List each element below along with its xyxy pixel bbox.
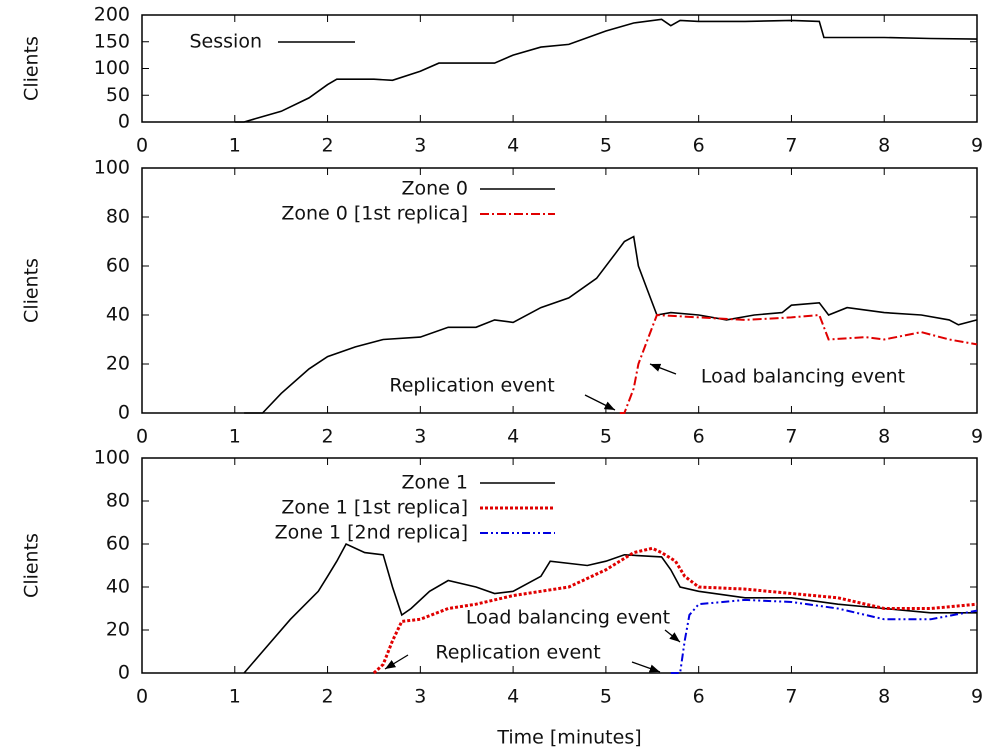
x-tick-label: 9 bbox=[971, 426, 983, 448]
y-tick-label: 50 bbox=[106, 84, 130, 106]
x-tick-label: 7 bbox=[785, 426, 797, 448]
annotation: Replication event bbox=[389, 375, 554, 397]
y-tick-label: 40 bbox=[106, 576, 130, 598]
x-tick-label: 6 bbox=[693, 426, 705, 448]
series-line bbox=[372, 546, 978, 675]
x-tick-label: 4 bbox=[507, 426, 519, 448]
x-tick-label: 3 bbox=[414, 426, 426, 448]
series-line bbox=[243, 542, 977, 674]
legend-label: Zone 1 [2nd replica] bbox=[275, 522, 468, 544]
y-tick-label: 0 bbox=[118, 402, 130, 424]
x-tick-label: 6 bbox=[693, 135, 705, 157]
legend-label: Zone 0 bbox=[402, 178, 469, 200]
x-axis-label: Time [minutes] bbox=[496, 727, 641, 749]
y-tick-label: 100 bbox=[94, 447, 130, 469]
y-tick-label: 150 bbox=[94, 30, 130, 52]
annotation-arrow bbox=[631, 661, 661, 673]
annotation: Load balancing event bbox=[466, 607, 670, 629]
x-tick-label: 9 bbox=[971, 135, 983, 157]
plot-frame bbox=[141, 14, 978, 123]
annotation-arrow bbox=[584, 394, 616, 411]
annotation: Load balancing event bbox=[701, 366, 905, 388]
series-line bbox=[619, 313, 978, 414]
y-tick-label: 0 bbox=[118, 662, 130, 684]
series-line bbox=[244, 235, 978, 414]
x-tick-label: 5 bbox=[600, 686, 612, 708]
x-tick-label: 5 bbox=[600, 426, 612, 448]
legend-label: Zone 0 [1st replica] bbox=[281, 203, 468, 225]
x-tick-label: 0 bbox=[136, 686, 148, 708]
y-tick-label: 60 bbox=[106, 255, 130, 277]
x-tick-label: 6 bbox=[693, 686, 705, 708]
x-tick-label: 1 bbox=[229, 686, 241, 708]
annotation-arrow bbox=[649, 363, 677, 375]
y-tick-label: 200 bbox=[94, 4, 130, 26]
x-tick-label: 2 bbox=[322, 135, 334, 157]
annotation-arrow bbox=[664, 629, 681, 643]
x-tick-label: 4 bbox=[507, 686, 519, 708]
y-axis-label: Clients bbox=[21, 36, 43, 101]
y-tick-label: 100 bbox=[94, 57, 130, 79]
x-tick-label: 2 bbox=[322, 426, 334, 448]
annotation: Replication event bbox=[435, 642, 600, 664]
x-tick-label: 7 bbox=[785, 135, 797, 157]
legend-label: Session bbox=[190, 31, 263, 53]
x-tick-label: 4 bbox=[507, 135, 519, 157]
y-tick-label: 0 bbox=[118, 111, 130, 133]
y-tick-label: 40 bbox=[106, 304, 130, 326]
x-tick-label: 0 bbox=[136, 135, 148, 157]
x-tick-label: 5 bbox=[600, 135, 612, 157]
y-tick-label: 20 bbox=[106, 353, 130, 375]
x-tick-label: 1 bbox=[229, 135, 241, 157]
x-tick-label: 0 bbox=[136, 426, 148, 448]
y-tick-label: 80 bbox=[106, 490, 130, 512]
legend-label: Zone 1 [1st replica] bbox=[281, 497, 468, 519]
x-tick-label: 2 bbox=[322, 686, 334, 708]
x-tick-label: 8 bbox=[878, 135, 890, 157]
y-tick-label: 100 bbox=[94, 157, 130, 179]
series-line bbox=[234, 18, 978, 123]
x-tick-label: 7 bbox=[785, 686, 797, 708]
y-tick-label: 20 bbox=[106, 619, 130, 641]
y-tick-label: 60 bbox=[106, 533, 130, 555]
x-tick-label: 9 bbox=[971, 686, 983, 708]
annotation-arrow bbox=[384, 654, 409, 670]
series-line bbox=[670, 598, 978, 674]
legend-label: Zone 1 bbox=[402, 472, 469, 494]
x-tick-label: 3 bbox=[414, 686, 426, 708]
x-tick-label: 3 bbox=[414, 135, 426, 157]
plot-frame bbox=[141, 167, 978, 414]
x-tick-label: 8 bbox=[878, 686, 890, 708]
plot-frame bbox=[141, 457, 978, 674]
y-tick-label: 80 bbox=[106, 206, 130, 228]
x-tick-label: 8 bbox=[878, 426, 890, 448]
y-axis-label: Clients bbox=[21, 533, 43, 598]
x-tick-label: 1 bbox=[229, 426, 241, 448]
y-axis-label: Clients bbox=[21, 258, 43, 323]
